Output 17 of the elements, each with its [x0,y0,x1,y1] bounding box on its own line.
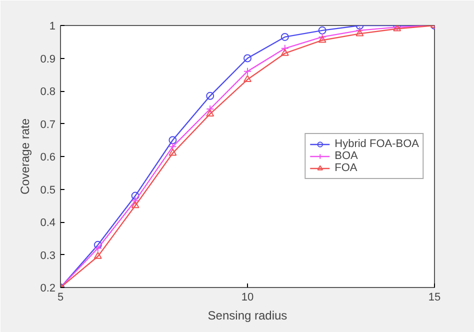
x-tick-label: 10 [241,292,254,304]
legend-label: FOA [334,162,358,174]
x-tick-label: 15 [428,292,441,304]
y-tick-label: 0.3 [40,250,56,262]
y-axis-title: Coverage rate [18,118,32,195]
y-tick-label: 0.7 [40,118,56,131]
y-tick-label: 0.6 [40,152,56,164]
legend-label: BOA [334,150,358,162]
y-tick-label: 0.2 [40,282,56,294]
x-tick-label: 5 [57,292,64,304]
y-tick-label: 1 [49,20,56,32]
x-axis-title: Sensing radius [208,308,288,322]
y-tick-label: 0.4 [40,217,56,229]
y-tick-label: 0.8 [40,86,56,98]
legend-label: Hybrid FOA-BOA [334,138,419,150]
y-tick-label: 0.5 [40,184,56,196]
y-tick-label: 0.9 [40,53,56,66]
